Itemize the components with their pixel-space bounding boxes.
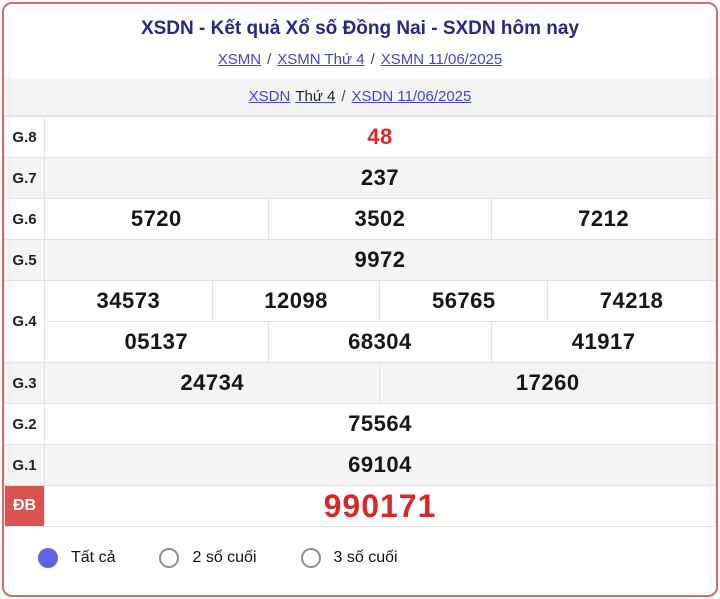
prize-label-g1: G.1 — [4, 444, 45, 486]
breadcrumb-xsdn-text: XSDN — [248, 88, 291, 105]
prize-value-g4-6: 68304 — [267, 321, 493, 363]
prize-value-g6-1: 5720 — [44, 198, 269, 240]
prize-value-g4-2: 12098 — [211, 280, 381, 322]
breadcrumb-separator: / — [267, 51, 272, 68]
radio-option-all[interactable]: Tất cả — [38, 548, 115, 568]
breadcrumb-thu4-text: Thứ 4 — [295, 88, 336, 105]
prize-value-g3-2: 17260 — [379, 362, 716, 404]
prize-label-g3: G.3 — [4, 362, 45, 404]
prize-value-g4-4: 74218 — [547, 280, 716, 322]
table-row-g1: G.1 69104 — [4, 444, 716, 486]
prize-value-g1: 69104 — [44, 444, 716, 486]
prize-value-special: 990171 — [44, 485, 716, 527]
filter-options: Tất cả 2 số cuối 3 số cuối — [4, 527, 716, 568]
prize-label-g8: G.8 — [4, 116, 45, 158]
radio-label-last2: 2 số cuối — [192, 549, 257, 566]
table-row-g4-bottom: 05137 68304 41917 — [5, 321, 716, 363]
prize-value-g4-7: 41917 — [491, 321, 716, 363]
prize-value-g4-3: 56765 — [379, 280, 549, 322]
radio-unselected-icon[interactable] — [300, 548, 321, 568]
table-row-g4-top: G.4 34573 12098 56765 74218 — [4, 280, 716, 363]
breadcrumb-separator: / — [370, 51, 375, 68]
prize-value-g3-1: 24734 — [43, 362, 381, 404]
breadcrumb-link-xsdn-date[interactable]: XSDN 11/06/2025 — [351, 88, 472, 105]
prize-value-g5: 9972 — [44, 239, 716, 281]
results-table: G.8 48 G.7 237 G.6 5720 3502 7212 G.5 99… — [4, 116, 716, 527]
table-row-g5: G.5 9972 — [4, 239, 716, 281]
breadcrumb-primary: XSMN / XSMN Thứ 4 / XSMN 11/06/2025 — [4, 50, 716, 70]
prize-label-g5: G.5 — [4, 239, 45, 281]
prize-label-g4: G.4 — [4, 280, 45, 363]
radio-unselected-icon[interactable] — [159, 548, 180, 568]
table-row-g2: G.2 75564 — [4, 403, 716, 445]
breadcrumb-link-xsmn[interactable]: XSMN — [217, 51, 262, 68]
radio-label-last3: 3 số cuối — [333, 549, 398, 566]
breadcrumb-link-xsdn-thu4[interactable]: XSDN Thứ 4 — [249, 88, 336, 105]
radio-selected-icon[interactable] — [38, 548, 58, 568]
breadcrumb-secondary: XSDN Thứ 4 / XSDN 11/06/2025 — [4, 79, 716, 116]
breadcrumb-link-xsmn-thu4[interactable]: XSMN Thứ 4 — [277, 51, 365, 68]
radio-option-last2[interactable]: 2 số cuối — [159, 548, 257, 568]
prize-value-g7: 237 — [44, 157, 716, 199]
table-row-g3: G.3 24734 17260 — [4, 362, 716, 404]
prize-label-special: ĐB — [4, 485, 45, 527]
prize-value-g2: 75564 — [44, 403, 716, 445]
radio-label-all: Tất cả — [71, 549, 116, 566]
table-row-g6: G.6 5720 3502 7212 — [4, 198, 716, 240]
breadcrumb-separator: / — [341, 88, 346, 105]
page-title: XSDN - Kết quả Xổ số Đồng Nai - SXDN hôm… — [140, 18, 580, 39]
prize-label-g6: G.6 — [4, 198, 45, 240]
table-row-db: ĐB 990171 — [4, 485, 716, 527]
prize-value-g8: 48 — [44, 116, 716, 158]
prize-value-g4-5: 05137 — [44, 321, 269, 363]
radio-option-last3[interactable]: 3 số cuối — [300, 548, 398, 568]
prize-label-g2: G.2 — [4, 403, 45, 445]
table-row-g8: G.8 48 — [4, 116, 716, 158]
table-row-g7: G.7 237 — [4, 157, 716, 199]
prize-value-g6-3: 7212 — [491, 198, 716, 240]
breadcrumb-link-xsmn-date[interactable]: XSMN 11/06/2025 — [380, 51, 503, 68]
prize-value-g4-1: 34573 — [44, 280, 213, 322]
prize-label-g7: G.7 — [4, 157, 45, 199]
prize-value-g6-2: 3502 — [267, 198, 493, 240]
